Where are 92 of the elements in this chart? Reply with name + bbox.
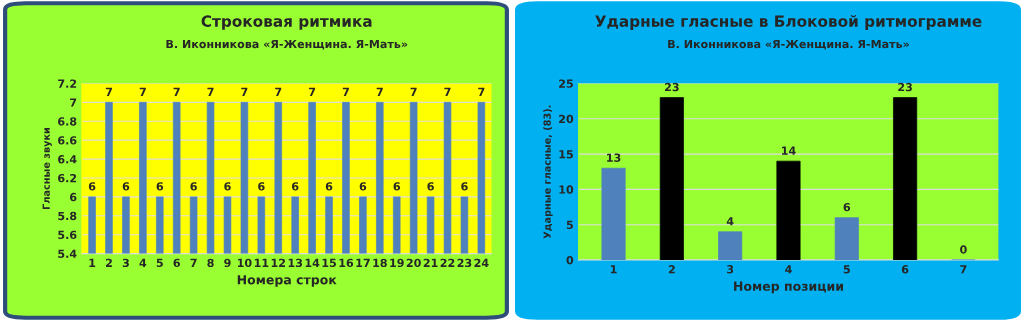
bar bbox=[893, 97, 918, 261]
y-tick-label: 6.6 bbox=[58, 136, 77, 145]
x-tick-label: 14 bbox=[305, 258, 320, 267]
x-tick-label: 7 bbox=[960, 265, 967, 274]
x-tick-label: 7 bbox=[190, 258, 197, 267]
x-tick-label: 9 bbox=[224, 258, 231, 268]
bar bbox=[601, 167, 626, 261]
y-tick-label: 6.8 bbox=[58, 117, 77, 126]
chart-subtitle: В. Иконникова «Я-Женщина. Я-Мать» bbox=[166, 39, 408, 50]
data-label: 7 bbox=[342, 87, 349, 96]
data-label: 6 bbox=[292, 182, 299, 191]
y-axis-title: Гласные звуки bbox=[42, 128, 52, 209]
y-tick-label: 15 bbox=[559, 150, 573, 159]
x-tick-label: 4 bbox=[785, 265, 792, 274]
data-label: 6 bbox=[359, 182, 367, 191]
data-label: 7 bbox=[241, 87, 248, 96]
y-tick-label: 0 bbox=[566, 255, 574, 265]
x-tick-label: 22 bbox=[440, 258, 455, 267]
x-tick-label: 15 bbox=[322, 258, 336, 268]
x-tick-label: 6 bbox=[173, 258, 180, 268]
data-label: 4 bbox=[726, 217, 734, 226]
data-label: 7 bbox=[376, 87, 383, 96]
x-tick-label: 2 bbox=[106, 258, 112, 267]
x-tick-label: 13 bbox=[288, 258, 303, 268]
data-label: 6 bbox=[258, 182, 265, 191]
data-label: 6 bbox=[427, 182, 434, 191]
y-tick-label: 5.4 bbox=[58, 249, 77, 258]
y-tick-label: 5.6 bbox=[58, 230, 77, 240]
bar bbox=[776, 160, 801, 261]
data-label: 23 bbox=[665, 82, 679, 92]
x-tick-label: 8 bbox=[207, 258, 214, 268]
data-label: 13 bbox=[607, 153, 621, 162]
data-label: 6 bbox=[325, 182, 333, 191]
data-label: 6 bbox=[461, 182, 468, 191]
y-tick-label: 25 bbox=[559, 79, 573, 88]
data-label: 7 bbox=[105, 87, 112, 96]
data-label: 0 bbox=[960, 245, 967, 254]
x-tick-label: 3 bbox=[122, 258, 129, 268]
x-tick-label: 6 bbox=[901, 265, 909, 274]
data-label: 7 bbox=[275, 87, 282, 96]
data-label: 6 bbox=[88, 182, 96, 191]
y-axis-title: Ударные гласные, (83). bbox=[543, 105, 553, 239]
bar bbox=[834, 217, 859, 261]
x-tick-label: 5 bbox=[156, 258, 163, 268]
x-tick-label: 20 bbox=[406, 258, 421, 268]
x-tick-label: 18 bbox=[373, 258, 387, 268]
y-tick-label: 7 bbox=[70, 98, 77, 107]
data-label: 6 bbox=[190, 182, 197, 191]
x-tick-label: 11 bbox=[254, 258, 269, 267]
x-tick-label: 1 bbox=[610, 265, 617, 274]
x-tick-label: 4 bbox=[139, 258, 147, 267]
y-tick-label: 6.4 bbox=[58, 155, 77, 164]
data-label: 7 bbox=[139, 87, 146, 96]
x-tick-label: 2 bbox=[668, 265, 675, 274]
chart-title: Ударные гласные в Блоковой ритмограмме bbox=[595, 15, 982, 30]
y-tick-label: 5.8 bbox=[58, 211, 77, 221]
data-label: 14 bbox=[782, 146, 796, 155]
data-label: 6 bbox=[843, 202, 851, 212]
y-tick-label: 6 bbox=[70, 192, 77, 202]
data-label: 6 bbox=[224, 182, 231, 191]
y-tick-label: 20 bbox=[559, 114, 574, 124]
y-tick-label: 7.2 bbox=[58, 79, 77, 88]
x-tick-label: 3 bbox=[727, 265, 734, 274]
x-axis-title: Номер позиции bbox=[734, 281, 843, 294]
data-label: 7 bbox=[444, 87, 451, 96]
data-label: 6 bbox=[122, 182, 130, 191]
x-tick-label: 21 bbox=[423, 258, 438, 267]
x-tick-label: 23 bbox=[457, 258, 472, 268]
x-tick-label: 12 bbox=[271, 258, 286, 267]
data-label: 7 bbox=[410, 87, 417, 96]
x-tick-label: 1 bbox=[89, 258, 96, 267]
data-label: 7 bbox=[173, 87, 180, 96]
x-tick-label: 19 bbox=[390, 258, 404, 268]
data-label: 6 bbox=[393, 182, 400, 191]
chart-title: Строковая ритмика bbox=[201, 15, 372, 30]
data-label: 23 bbox=[898, 82, 912, 92]
data-label: 6 bbox=[156, 182, 164, 191]
x-axis-title: Номера строк bbox=[237, 275, 337, 287]
data-label: 7 bbox=[478, 87, 485, 96]
data-label: 7 bbox=[207, 87, 214, 96]
x-tick-label: 16 bbox=[339, 258, 354, 268]
bar bbox=[659, 97, 684, 261]
x-tick-label: 10 bbox=[237, 258, 252, 268]
y-tick-label: 5 bbox=[566, 220, 573, 230]
x-tick-label: 24 bbox=[474, 258, 489, 267]
data-label: 7 bbox=[308, 87, 316, 96]
chart-subtitle: В. Иконникова «Я-Женщина. Я-Мать» bbox=[668, 39, 909, 50]
y-tick-label: 6.2 bbox=[58, 173, 77, 183]
x-tick-label: 17 bbox=[356, 258, 370, 267]
y-tick-label: 10 bbox=[559, 185, 574, 194]
bar bbox=[718, 231, 743, 261]
x-tick-label: 5 bbox=[843, 265, 850, 274]
